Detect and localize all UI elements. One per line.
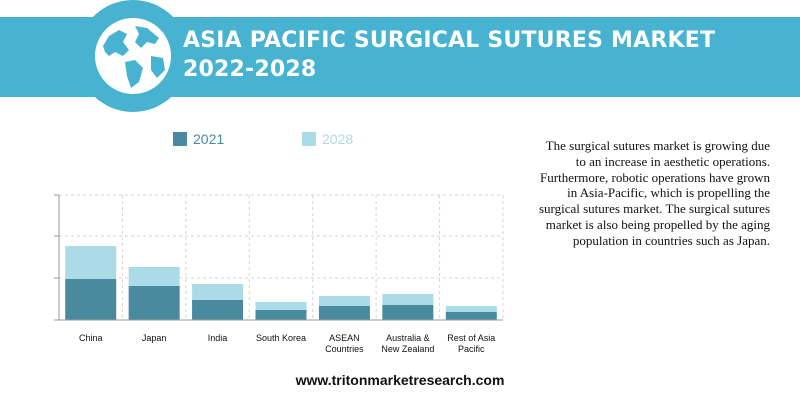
globe-icon (95, 18, 171, 94)
legend-label-2028: 2028 (322, 131, 354, 147)
bar-2021-6 (445, 312, 497, 320)
bar-2028-2 (192, 284, 244, 300)
legend-swatch-2021 (173, 132, 187, 146)
legend-item-2028: 2028 (302, 131, 353, 147)
title-line-1: ASIA PACIFIC SURGICAL SUTURES MARKET (183, 28, 716, 53)
x-tick-label-2: India (208, 333, 228, 343)
x-tick-label-0: China (79, 333, 103, 343)
legend-item-2021: 2021 (173, 131, 224, 147)
chart-legend: 2021 2028 (0, 131, 560, 149)
x-tick-label-1: Japan (142, 333, 167, 343)
bar-2028-6 (445, 306, 497, 312)
bar-chart: China Japan India South Korea ASEAN Countries… (54, 194, 504, 354)
page-title: ASIA PACIFIC SURGICAL SUTURES MARKET 202… (183, 26, 715, 84)
x-tick-label-5: Australia & New Zealand (381, 333, 434, 354)
source-url: www.tritonmarketresearch.com (295, 372, 505, 388)
bar-2021-1 (128, 286, 180, 320)
bar-2028-1 (128, 267, 180, 286)
legend-label-2021: 2021 (193, 131, 225, 147)
market-description: The surgical sutures market is growing d… (538, 138, 770, 248)
bar-2021-4 (318, 306, 370, 320)
title-line-2: 2022-2028 (183, 57, 317, 82)
bar-2028-4 (318, 296, 370, 306)
legend-swatch-2028 (302, 132, 316, 146)
x-tick-label-4: ASEAN Countries (325, 333, 364, 354)
x-tick-label-3: South Korea (256, 333, 306, 343)
bar-2028-3 (255, 302, 307, 310)
bar-2028-5 (382, 294, 434, 305)
bar-2021-5 (382, 305, 434, 320)
x-tick-label-6: Rest of Asia Pacific (447, 333, 495, 354)
bar-2021-2 (192, 300, 244, 320)
bar-2021-3 (255, 310, 307, 320)
bar-2021-0 (65, 279, 117, 320)
bar-2028-0 (65, 246, 117, 279)
